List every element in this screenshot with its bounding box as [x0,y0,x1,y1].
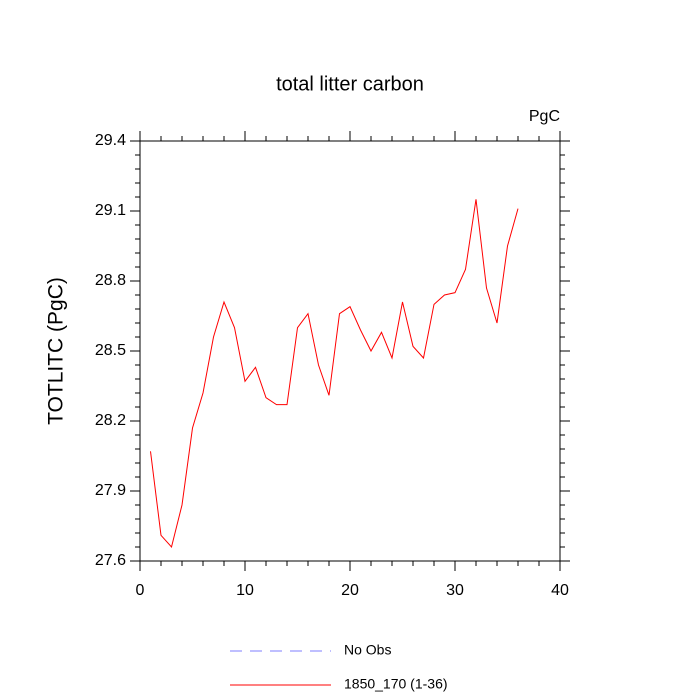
legend-label: 1850_170 (1-36) [344,676,448,692]
x-tick-label: 0 [136,582,145,599]
y-tick-label: 28.5 [95,342,126,359]
y-tick-label: 29.1 [95,202,126,219]
y-tick-label: 27.9 [95,482,126,499]
x-tick-label: 30 [446,582,464,599]
y-tick-label: 28.8 [95,272,126,289]
y-axis-label: TOTLITC (PgC) [45,277,68,425]
x-tick-label: 10 [236,582,254,599]
data-line [150,199,519,549]
legend-label: No Obs [344,642,391,658]
y-tick-label: 29.4 [95,132,126,149]
y-tick-label: 28.2 [95,412,126,429]
chart-title: total litter carbon [276,73,424,95]
y-tick-label: 27.6 [95,552,126,569]
x-tick-label: 20 [341,582,359,599]
plot-frame [139,140,561,562]
x-tick-label: 40 [551,582,569,599]
chart-subtitle: PgC [529,108,560,125]
